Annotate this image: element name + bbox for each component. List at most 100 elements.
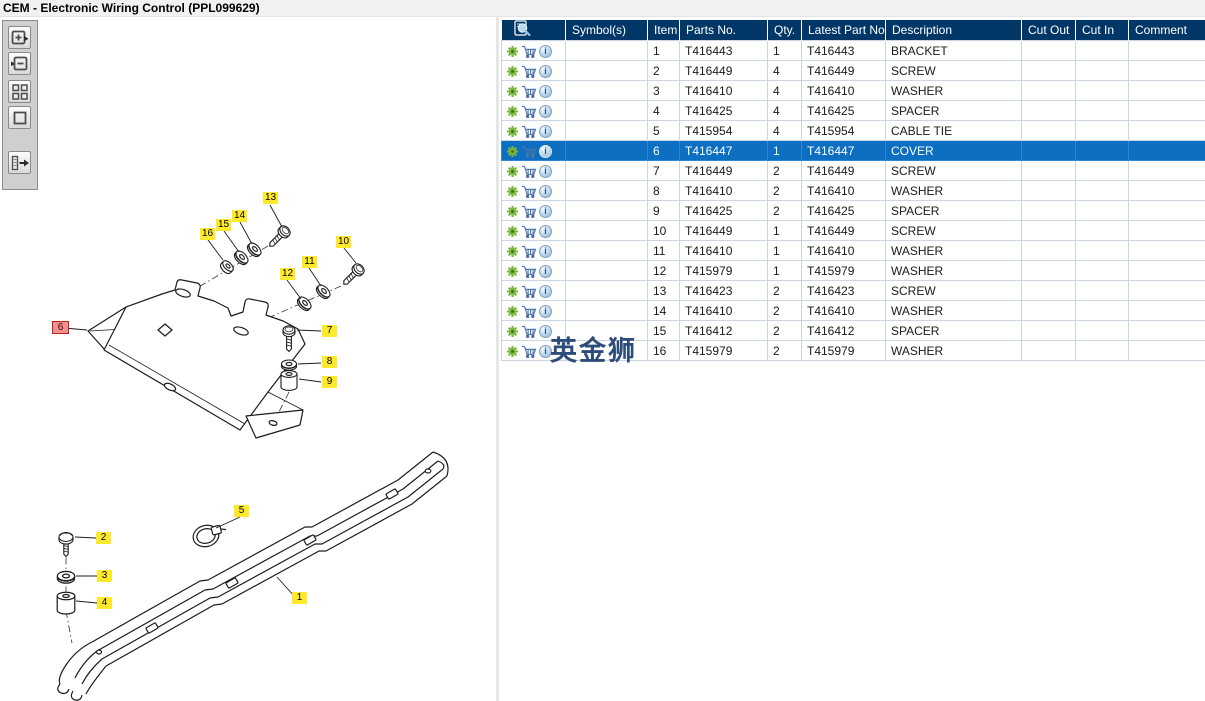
- settings-gear-icon[interactable]: [506, 165, 519, 178]
- column-header-description[interactable]: Description: [885, 20, 1022, 41]
- part-info-icon[interactable]: i: [539, 224, 552, 238]
- diagram-callout-6[interactable]: 6: [52, 321, 69, 334]
- part-info-icon[interactable]: i: [539, 244, 552, 258]
- add-to-cart-icon[interactable]: [521, 85, 537, 98]
- add-to-cart-icon[interactable]: [521, 245, 537, 258]
- column-header-qty[interactable]: Qty.: [767, 20, 802, 41]
- diagram-callout-3[interactable]: 3: [97, 570, 112, 582]
- column-header-symbols[interactable]: Symbol(s): [565, 20, 648, 41]
- diagram-callout-13[interactable]: 13: [263, 192, 278, 204]
- part-info-icon[interactable]: i: [539, 264, 552, 278]
- settings-gear-icon[interactable]: [506, 105, 519, 118]
- add-to-cart-icon[interactable]: [521, 345, 537, 358]
- cell-description: SCREW: [885, 220, 1022, 241]
- diagram-callout-15[interactable]: 15: [216, 219, 231, 231]
- add-to-cart-icon[interactable]: [521, 305, 537, 318]
- part-info-icon[interactable]: i: [539, 304, 552, 318]
- parts-table-row-11[interactable]: i 11 T416410 1 T416410 WASHER: [501, 240, 1205, 261]
- cell-cut-out: [1021, 140, 1076, 161]
- zoom-out-button[interactable]: [8, 52, 31, 75]
- column-header-actions[interactable]: [501, 20, 566, 41]
- add-to-cart-icon[interactable]: [521, 185, 537, 198]
- parts-table-row-8[interactable]: i 8 T416410 2 T416410 WASHER: [501, 180, 1205, 201]
- add-to-cart-icon[interactable]: [521, 265, 537, 278]
- diagram-callout-5[interactable]: 5: [234, 505, 249, 517]
- row-actions-cell: i: [501, 320, 566, 341]
- part-info-icon[interactable]: i: [539, 324, 552, 338]
- column-header-cut-in[interactable]: Cut In: [1075, 20, 1129, 41]
- add-to-cart-icon[interactable]: [521, 325, 537, 338]
- diagram-callout-1[interactable]: 1: [292, 592, 307, 604]
- part-info-icon[interactable]: i: [539, 284, 552, 298]
- part-info-icon[interactable]: i: [539, 124, 552, 138]
- settings-gear-icon[interactable]: [506, 185, 519, 198]
- parts-table-row-7[interactable]: i 7 T416449 2 T416449 SCREW: [501, 160, 1205, 181]
- diagram-callout-2[interactable]: 2: [96, 532, 111, 544]
- settings-gear-icon[interactable]: [506, 225, 519, 238]
- settings-gear-icon[interactable]: [506, 265, 519, 278]
- add-to-cart-icon[interactable]: [521, 165, 537, 178]
- parts-table-row-6[interactable]: i 6 T416447 1 T416447 COVER: [501, 140, 1205, 161]
- fit-all-button[interactable]: [8, 80, 31, 103]
- column-header-parts-no[interactable]: Parts No.: [679, 20, 768, 41]
- settings-gear-icon[interactable]: [506, 245, 519, 258]
- diagram-callout-7[interactable]: 7: [322, 325, 337, 337]
- part-info-icon[interactable]: i: [539, 204, 552, 218]
- settings-gear-icon[interactable]: [506, 145, 519, 158]
- column-header-cut-out[interactable]: Cut Out: [1021, 20, 1076, 41]
- parts-table-row-12[interactable]: i 12 T415979 1 T415979 WASHER: [501, 260, 1205, 281]
- column-header-latest-part-no[interactable]: Latest Part No.: [801, 20, 886, 41]
- settings-gear-icon[interactable]: [506, 125, 519, 138]
- column-header-comment[interactable]: Comment: [1128, 20, 1205, 41]
- parts-table-row-5[interactable]: i 5 T415954 4 T415954 CABLE TIE: [501, 120, 1205, 141]
- diagram-callout-14[interactable]: 14: [232, 210, 247, 222]
- add-to-cart-icon[interactable]: [521, 285, 537, 298]
- add-to-cart-icon[interactable]: [521, 65, 537, 78]
- add-to-cart-icon[interactable]: [521, 145, 537, 158]
- diagram-callout-4[interactable]: 4: [97, 597, 112, 609]
- part-info-icon[interactable]: i: [539, 84, 552, 98]
- diagram-callout-12[interactable]: 12: [280, 268, 295, 280]
- toggle-panel-button[interactable]: [8, 151, 31, 174]
- parts-table-row-2[interactable]: i 2 T416449 4 T416449 SCREW: [501, 60, 1205, 81]
- part-info-icon[interactable]: i: [539, 344, 552, 358]
- cell-qty: 4: [767, 120, 802, 141]
- add-to-cart-icon[interactable]: [521, 225, 537, 238]
- cell-qty: 1: [767, 260, 802, 281]
- parts-table-row-4[interactable]: i 4 T416425 4 T416425 SPACER: [501, 100, 1205, 121]
- settings-gear-icon[interactable]: [506, 325, 519, 338]
- part-info-icon[interactable]: i: [539, 144, 552, 158]
- part-info-icon[interactable]: i: [539, 64, 552, 78]
- parts-table-row-15[interactable]: i 15 T416412 2 T416412 SPACER: [501, 320, 1205, 341]
- diagram-callout-10[interactable]: 10: [336, 236, 351, 248]
- parts-table-row-10[interactable]: i 10 T416449 1 T416449 SCREW: [501, 220, 1205, 241]
- settings-gear-icon[interactable]: [506, 45, 519, 58]
- diagram-callout-11[interactable]: 11: [302, 256, 317, 268]
- diagram-callout-8[interactable]: 8: [322, 356, 337, 368]
- settings-gear-icon[interactable]: [506, 345, 519, 358]
- parts-table-row-9[interactable]: i 9 T416425 2 T416425 SPACER: [501, 200, 1205, 221]
- part-info-icon[interactable]: i: [539, 104, 552, 118]
- parts-table-row-14[interactable]: i 14 T416410 2 T416410 WASHER: [501, 300, 1205, 321]
- diagram-callout-16[interactable]: 16: [200, 228, 215, 240]
- settings-gear-icon[interactable]: [506, 65, 519, 78]
- add-to-cart-icon[interactable]: [521, 205, 537, 218]
- add-to-cart-icon[interactable]: [521, 125, 537, 138]
- parts-table-row-16[interactable]: i 16 T415979 2 T415979 WASHER: [501, 340, 1205, 361]
- part-info-icon[interactable]: i: [539, 184, 552, 198]
- column-header-item[interactable]: Item: [647, 20, 680, 41]
- zoom-in-button[interactable]: [8, 26, 31, 49]
- parts-table-row-1[interactable]: i 1 T416443 1 T416443 BRACKET: [501, 40, 1205, 61]
- part-info-icon[interactable]: i: [539, 44, 552, 58]
- add-to-cart-icon[interactable]: [521, 45, 537, 58]
- settings-gear-icon[interactable]: [506, 305, 519, 318]
- zoom-selection-button[interactable]: [8, 106, 31, 129]
- diagram-callout-9[interactable]: 9: [322, 376, 337, 388]
- parts-table-row-13[interactable]: i 13 T416423 2 T416423 SCREW: [501, 280, 1205, 301]
- parts-table-row-3[interactable]: i 3 T416410 4 T416410 WASHER: [501, 80, 1205, 101]
- settings-gear-icon[interactable]: [506, 205, 519, 218]
- settings-gear-icon[interactable]: [506, 85, 519, 98]
- part-info-icon[interactable]: i: [539, 164, 552, 178]
- add-to-cart-icon[interactable]: [521, 105, 537, 118]
- settings-gear-icon[interactable]: [506, 285, 519, 298]
